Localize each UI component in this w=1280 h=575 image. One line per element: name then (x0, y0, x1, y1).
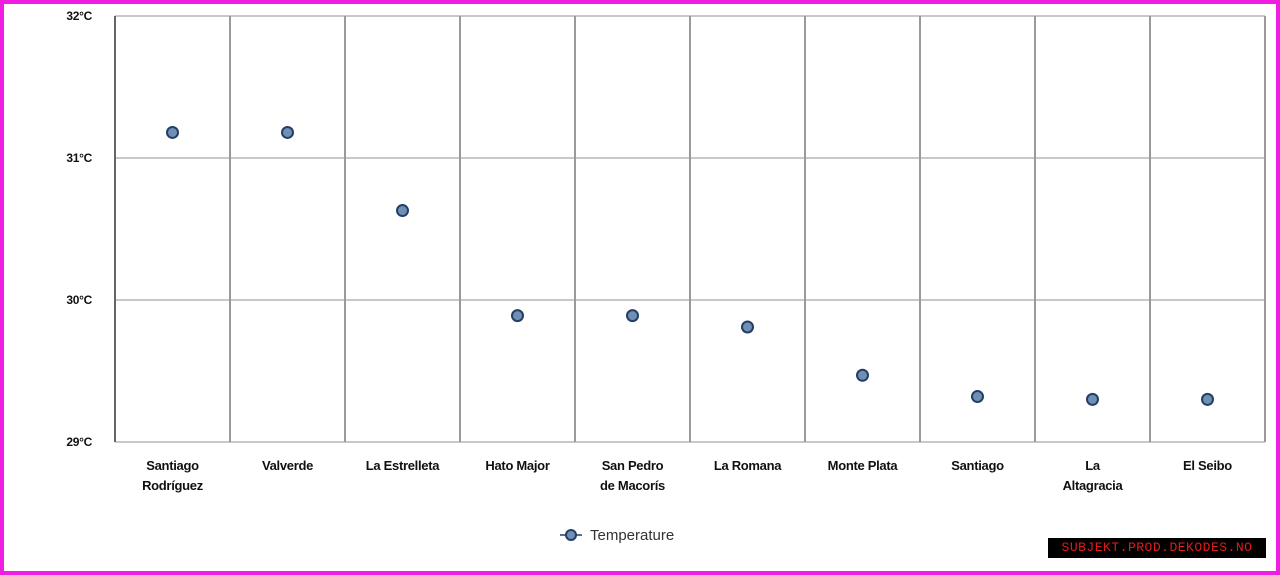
x-category-label: Valverde (262, 458, 313, 473)
x-category-label: La Estrelleta (366, 458, 440, 473)
y-tick-label: 31°C (66, 151, 92, 165)
data-point (971, 390, 984, 404)
legend-label: Temperature (590, 527, 674, 544)
data-point (1201, 392, 1214, 406)
data-point (856, 368, 869, 382)
data-point (626, 309, 639, 323)
data-point (396, 204, 409, 218)
x-category-label: La Romana (714, 458, 782, 473)
x-axis-categories: Santiago Rodríguez Valverde La Estrelleta Ha… (142, 458, 1233, 493)
y-tick-label: 32°C (66, 9, 92, 23)
x-category-label: San Pedro de Macorís (600, 458, 665, 493)
x-category-label: Monte Plata (828, 458, 899, 473)
data-point (166, 125, 179, 139)
data-point (741, 320, 754, 334)
watermark-badge: SUBJEKT.PROD.DEKODES.NO (1048, 538, 1266, 558)
x-category-label: La Altagracia (1063, 458, 1124, 493)
y-axis-ticks: 32°C 31°C 30°C 29°C (66, 9, 93, 449)
grid-layer (114, 15, 1266, 443)
data-points (166, 125, 1214, 406)
legend-marker (565, 529, 577, 541)
x-category-label: Santiago (951, 458, 1004, 473)
legend: Temperature (560, 527, 674, 544)
y-tick-label: 29°C (66, 435, 92, 449)
data-point (281, 125, 294, 139)
y-tick-label: 30°C (66, 293, 92, 307)
x-category-label: Santiago Rodríguez (142, 458, 204, 493)
x-category-label: El Seibo (1183, 458, 1232, 473)
data-point (1086, 392, 1099, 406)
x-category-label: Hato Major (485, 458, 549, 473)
data-point (511, 309, 524, 323)
